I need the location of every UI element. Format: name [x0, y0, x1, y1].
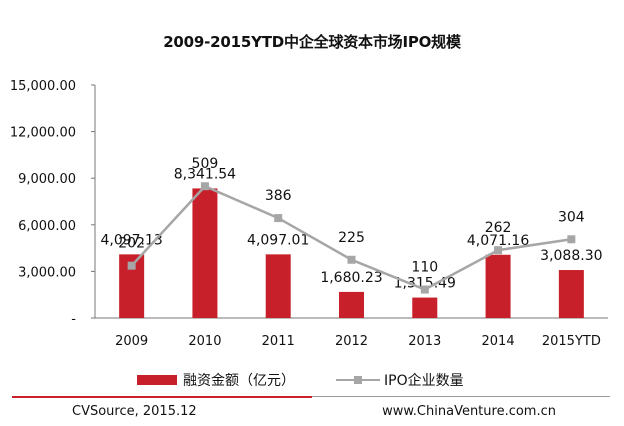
- y-tick-label: 3,000.00: [18, 265, 76, 280]
- bar: [339, 291, 364, 318]
- legend-swatch-line: [336, 374, 380, 386]
- bar-value-label: 4,097.13: [100, 232, 162, 248]
- footer-divider-gray: [312, 396, 610, 397]
- bar: [485, 254, 511, 318]
- legend-item-count: IPO企业数量: [336, 370, 464, 390]
- bar-value-label: 8,341.54: [174, 166, 236, 182]
- chart-title: 2009-2015YTD中企全球资本市场IPO规模: [163, 33, 461, 51]
- line-value-label: 304: [558, 209, 585, 225]
- x-tick-label: 2014: [482, 334, 515, 349]
- legend-item-amount: 融资金额（亿元）: [137, 370, 295, 390]
- bar-value-label: 4,071.16: [467, 233, 529, 249]
- line-value-label: 262: [485, 220, 512, 236]
- legend: 融资金额（亿元） IPO企业数量: [0, 370, 624, 390]
- line-point: [127, 261, 136, 270]
- footer-divider-red: [12, 396, 312, 398]
- bar-value-label: 3,088.30: [540, 248, 602, 264]
- y-tick-label: 15,000.00: [10, 79, 76, 94]
- line-value-label: 202: [118, 236, 145, 252]
- y-tick-label: 6,000.00: [18, 219, 76, 234]
- bar: [265, 254, 291, 318]
- legend-swatch-bar: [137, 375, 177, 385]
- line-value-label: 225: [338, 230, 365, 246]
- legend-label-count: IPO企业数量: [384, 373, 464, 389]
- y-tick-label: 12,000.00: [10, 126, 76, 141]
- x-tick-label: 2011: [262, 334, 295, 349]
- x-tick-label: 2013: [408, 334, 441, 349]
- x-tick-label: 2009: [115, 334, 148, 349]
- line-value-label: 110: [411, 260, 438, 276]
- footer-website: www.ChinaVenture.com.cn: [382, 404, 556, 419]
- x-tick-label: 2015YTD: [542, 334, 601, 349]
- legend-label-amount: 融资金额（亿元）: [183, 373, 295, 389]
- line-point: [567, 235, 576, 244]
- bar-value-label: 4,097.01: [247, 232, 309, 248]
- y-tick-label: -: [71, 312, 76, 327]
- line-point: [420, 285, 429, 294]
- line-point: [274, 214, 283, 223]
- footer-source: CVSource, 2015.12: [72, 404, 197, 419]
- bar-value-label: 1,315.49: [394, 276, 456, 292]
- line-value-label: 386: [265, 188, 292, 204]
- bar: [192, 188, 218, 318]
- line-value-label: 509: [192, 156, 219, 172]
- bar: [412, 297, 438, 318]
- x-tick-label: 2010: [188, 334, 221, 349]
- line-point: [494, 246, 503, 255]
- bar-value-label: 1,680.23: [320, 270, 382, 286]
- line-point: [347, 255, 356, 264]
- x-tick-label: 2012: [335, 334, 368, 349]
- bar: [558, 270, 584, 318]
- y-tick-label: 9,000.00: [18, 172, 76, 187]
- line-point: [200, 182, 209, 191]
